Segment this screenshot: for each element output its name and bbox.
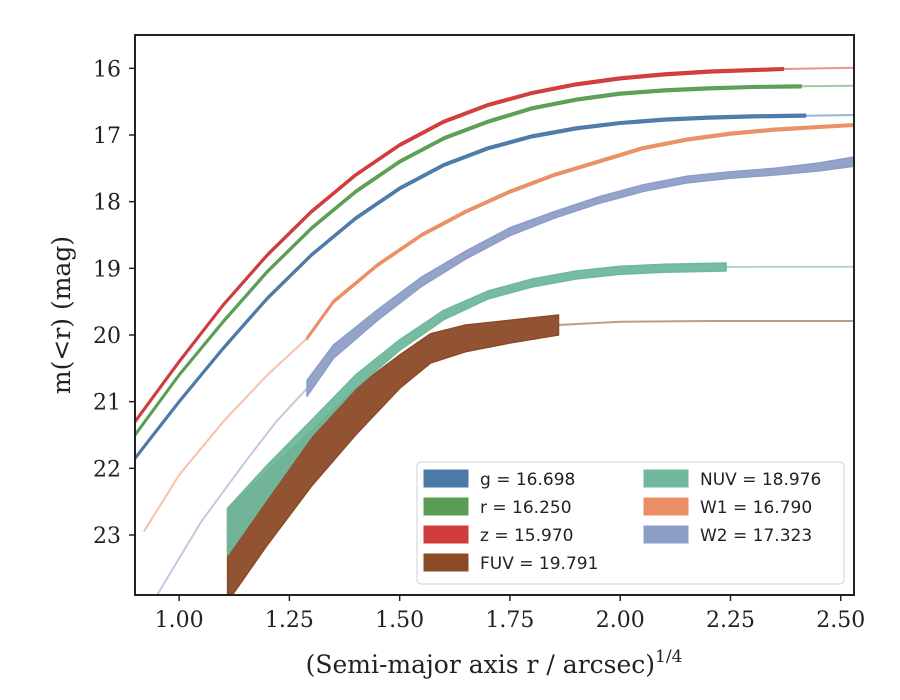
x-tick-label-2: 1.50 (375, 608, 424, 633)
y-tick-label-3: 19 (93, 257, 121, 282)
legend-box (416, 461, 845, 585)
x-tick-label-3: 1.75 (485, 608, 534, 633)
legend-label-W2: W2 = 17.323 (700, 526, 812, 546)
legend-label-NUV: NUV = 18.976 (700, 470, 821, 490)
legend-swatch-g (423, 469, 469, 488)
y-axis-label: m(<r) (mag) (47, 236, 76, 394)
series-z-band (135, 66, 785, 424)
x-tick-label-5: 2.25 (706, 608, 755, 633)
series-W1-band (306, 122, 854, 341)
y-tick-label-0: 16 (93, 57, 121, 82)
x-tick-label-6: 2.50 (816, 608, 865, 633)
series-g-model-line (805, 114, 854, 117)
legend-swatch-FUV (423, 553, 469, 572)
legend-label-r: r = 16.250 (480, 498, 572, 518)
series-FUV-model-line (558, 320, 854, 326)
series-W2-model-line (156, 387, 308, 595)
y-tick-label-2: 18 (93, 191, 121, 216)
series-r-band (135, 84, 802, 438)
legend-swatch-NUV (643, 469, 689, 488)
legend: g = 16.698 r = 16.250 z = 15.970 FUV = 19.7… (416, 461, 845, 585)
series-W2-band (306, 156, 854, 398)
legend-swatch-r (423, 497, 469, 516)
x-tick-label-1: 1.25 (265, 608, 314, 633)
legend-swatch-W2 (643, 525, 689, 544)
series-W1-model-line (142, 337, 308, 533)
plot-frame (134, 34, 855, 596)
legend-label-g: g = 16.698 (480, 470, 575, 490)
series-z-model-line (783, 66, 854, 70)
series-g-band (135, 113, 807, 461)
y-tick-label-1: 17 (93, 124, 121, 149)
y-tick-label-6: 22 (93, 457, 121, 482)
axes: 1.00 1.25 1.50 1.75 2.00 2.25 2.50 16 17 18 19 20 21… (93, 57, 865, 633)
y-tick-label-4: 20 (93, 324, 121, 349)
y-tick-label-5: 21 (93, 391, 121, 416)
x-axis-label: (Semi-major axis r / arcsec)1/4 (306, 647, 683, 679)
series-NUV-band (226, 262, 727, 556)
series-r-model-line (801, 84, 854, 88)
legend-swatch-z (423, 525, 469, 544)
x-tick-label-0: 1.00 (155, 608, 204, 633)
legend-label-FUV: FUV = 19.791 (480, 554, 598, 574)
legend-label-W1: W1 = 16.790 (700, 498, 812, 518)
x-tick-label-4: 2.00 (596, 608, 645, 633)
legend-label-z: z = 15.970 (480, 526, 573, 546)
legend-swatch-W1 (643, 497, 689, 516)
y-tick-label-7: 23 (93, 524, 121, 549)
plot-area (135, 66, 854, 595)
